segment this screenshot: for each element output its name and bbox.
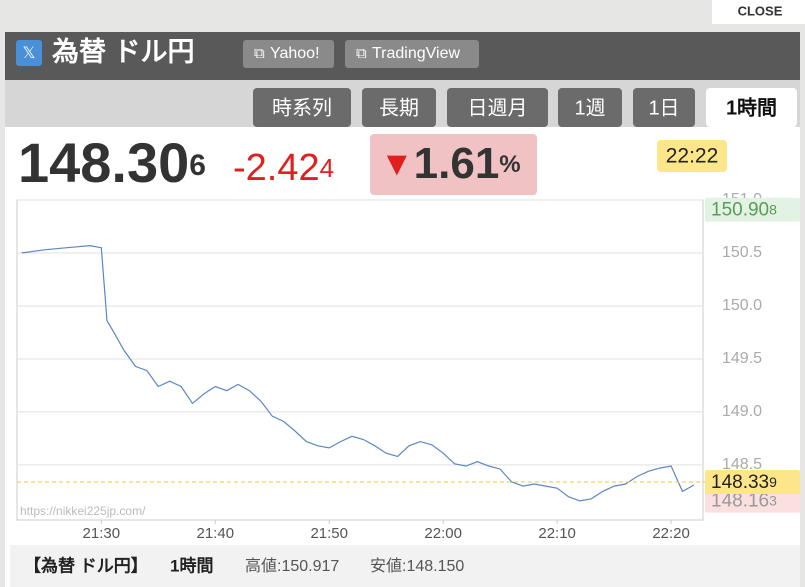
x-icon[interactable] (16, 40, 42, 66)
x-tick-label: 22:20 (652, 525, 690, 542)
tab-label[interactable]: 1週 (574, 96, 605, 119)
y-tick-label: 150.0 (722, 297, 762, 314)
chart: 148.5149.0149.5150.0150.5151.021:3021:40… (17, 191, 800, 542)
x-tick-label: 22:00 (424, 525, 462, 542)
link-button[interactable] (345, 40, 479, 68)
percent-unit: % (499, 151, 520, 178)
time-badge-label: 22:22 (666, 145, 719, 168)
price-small: 6 (189, 149, 206, 182)
price-marker (705, 197, 800, 222)
footer-period: 1時間 (170, 555, 213, 575)
close-button[interactable] (712, 0, 805, 24)
change: -2.42 (233, 147, 320, 189)
link-button[interactable] (243, 40, 334, 68)
tab[interactable] (447, 88, 548, 127)
change-small: 4 (320, 153, 334, 183)
tab-label[interactable]: 1時間 (726, 95, 777, 119)
tab-label[interactable]: 日週月 (468, 96, 528, 119)
price-marker-label: 150.908 (711, 200, 777, 221)
tab-label[interactable]: 時系列 (272, 96, 332, 119)
x-tick-label: 21:30 (83, 525, 121, 542)
tab-label[interactable]: 1日 (648, 97, 679, 119)
y-tick-label: 149.0 (722, 403, 762, 420)
plot-frame (16, 199, 704, 521)
footer-high: 高値:150.917 (245, 557, 339, 575)
x-tick-label: 22:10 (538, 525, 576, 542)
watermark: https://nikkei225jp.com/ (20, 504, 146, 518)
quote-price: 148.306 (18, 131, 206, 194)
link-icon[interactable]: ⧉ (254, 45, 265, 62)
price-marker-main: 148.33 (711, 472, 769, 493)
price-line (21, 244, 695, 502)
tab-label[interactable]: 長期 (379, 97, 419, 119)
tabs: 時系列 長期 日週月 1週 1日 1時間 (253, 88, 797, 127)
price-marker (705, 488, 800, 513)
x-icon-glyph[interactable]: 𝕏 (23, 45, 36, 62)
tab[interactable] (558, 88, 622, 127)
x-tick-label: 21:50 (310, 525, 348, 542)
arrow: ▼ (380, 145, 414, 183)
x-tick-label: 21:40 (197, 525, 235, 542)
price: 148.30 (18, 131, 189, 194)
tab[interactable] (362, 88, 436, 127)
link-icon[interactable]: ⧉ (356, 45, 367, 62)
price-marker-main: 150.90 (711, 200, 769, 221)
percent: 1.61 (414, 139, 500, 188)
y-tick-label: 150.5 (722, 244, 762, 261)
y-tick-label: 149.5 (722, 350, 762, 367)
quote-change: -2.424 (233, 147, 334, 189)
price-marker-label: 148.339 (711, 472, 777, 493)
link-label[interactable]: Yahoo! (270, 45, 320, 62)
price-marker-small: 9 (769, 474, 777, 490)
footer-name: 【為替 ドル円】 (24, 555, 148, 575)
footer-low: 安値:148.150 (370, 557, 464, 575)
close-label[interactable]: CLOSE (738, 3, 783, 18)
y-tick-label: 148.5 (722, 456, 762, 473)
tab[interactable] (253, 88, 351, 127)
price-marker (705, 469, 800, 494)
tab[interactable] (633, 88, 695, 127)
link-label[interactable]: TradingView (372, 45, 460, 62)
price-marker-small: 3 (769, 492, 777, 508)
quote-percent: ▼1.61% (380, 139, 521, 188)
price-marker-main: 148.16 (711, 491, 769, 512)
time-badge (657, 140, 727, 172)
price-marker-label: 148.163 (711, 491, 777, 512)
header-title: 為替 ドル円 (52, 36, 195, 67)
percent-box (370, 134, 537, 195)
footer-bar (10, 545, 800, 587)
price-marker-small: 8 (769, 201, 777, 217)
tab[interactable] (706, 88, 797, 127)
